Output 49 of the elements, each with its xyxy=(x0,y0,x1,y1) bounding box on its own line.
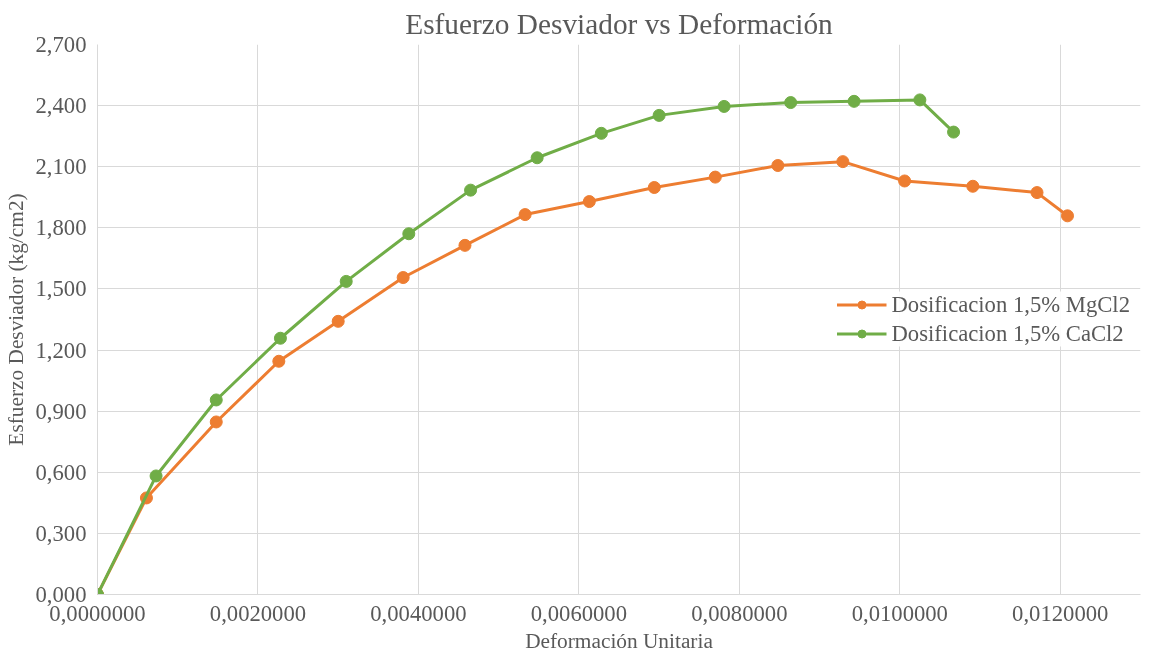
point xyxy=(717,99,731,113)
point xyxy=(647,181,661,194)
point xyxy=(898,174,912,188)
point xyxy=(149,469,163,483)
point xyxy=(652,108,666,122)
point xyxy=(966,179,980,193)
point xyxy=(913,93,927,107)
legend-label: Dosificacion 1,5% MgCl2 xyxy=(891,291,1130,318)
point xyxy=(836,155,850,169)
point xyxy=(518,208,532,222)
y-axis-title: Esfuerzo Desviador (kg/cm2) xyxy=(3,193,28,446)
y-tick-label: 0,900 xyxy=(35,398,87,424)
chart-title: Esfuerzo Desviador vs Deformación xyxy=(405,7,834,40)
point xyxy=(708,170,722,184)
x-tick-label: 0,0080000 xyxy=(691,600,788,626)
point xyxy=(402,227,416,241)
point xyxy=(594,126,608,140)
point xyxy=(396,271,410,285)
y-tick-label: 1,500 xyxy=(35,276,87,302)
point xyxy=(272,354,286,368)
x-tick-label: 0,0040000 xyxy=(370,600,467,626)
y-tick-label: 2,400 xyxy=(35,93,87,119)
y-tick-label: 1,200 xyxy=(35,337,87,363)
x-axis-title: Deformación Unitaria xyxy=(525,628,714,653)
point xyxy=(771,159,785,172)
y-tick-label: 1,800 xyxy=(35,215,87,241)
point xyxy=(273,331,287,345)
point xyxy=(464,183,478,197)
point xyxy=(331,314,345,328)
point xyxy=(784,96,798,110)
x-tick-label: 0,0020000 xyxy=(209,600,307,626)
point xyxy=(1060,209,1074,223)
point xyxy=(1030,186,1044,200)
point xyxy=(209,393,223,407)
point xyxy=(339,274,353,288)
y-tick-label: 2,100 xyxy=(35,154,87,180)
y-tick-label: 2,700 xyxy=(35,32,87,57)
y-tick-label: 0,600 xyxy=(35,459,87,485)
x-tick-label: 0,0120000 xyxy=(1012,600,1109,626)
legend-label: Dosificacion 1,5% CaCl2 xyxy=(891,320,1124,347)
x-tick-label: 0,0100000 xyxy=(851,600,948,626)
point xyxy=(947,125,961,139)
point xyxy=(582,195,596,209)
y-tick-label: 0,300 xyxy=(35,520,87,546)
x-tick-label: 0,0060000 xyxy=(530,600,628,626)
point xyxy=(530,151,544,165)
point xyxy=(458,238,472,252)
point xyxy=(847,94,861,108)
point xyxy=(209,415,223,429)
